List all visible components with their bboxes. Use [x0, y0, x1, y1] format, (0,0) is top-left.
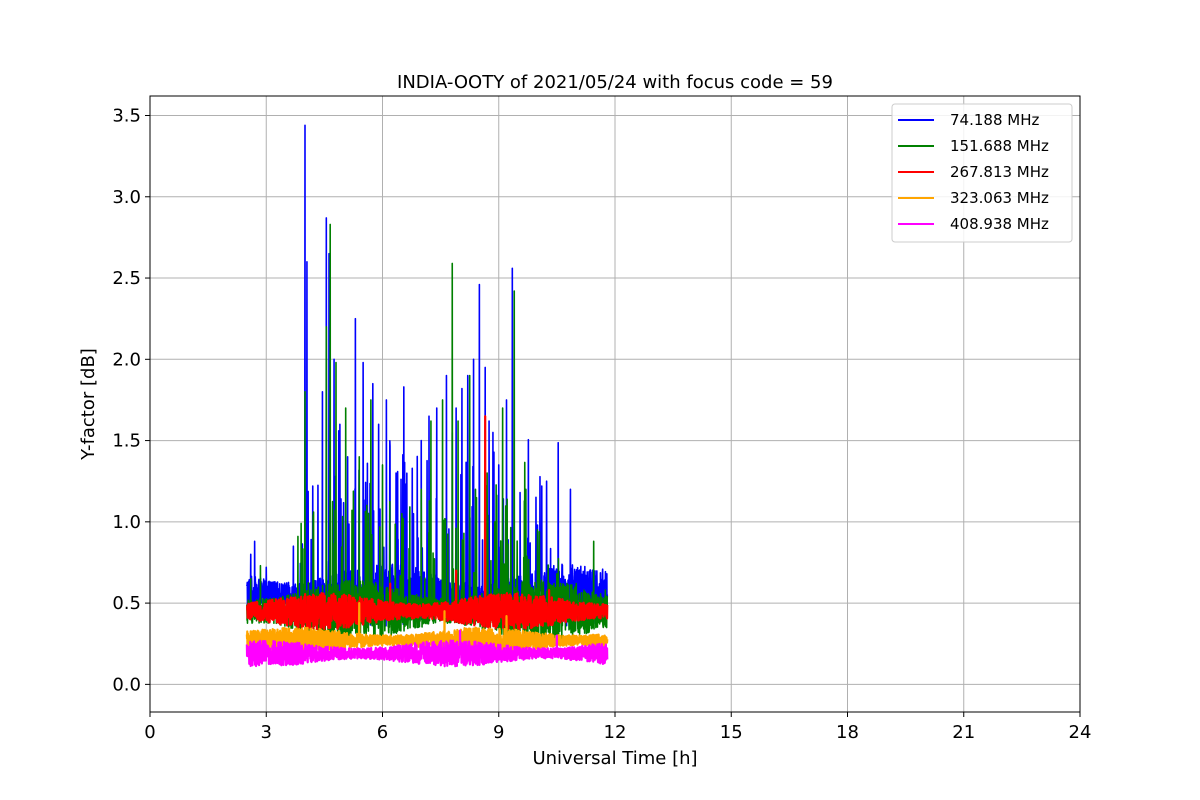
legend-label-0: 74.188 MHz: [950, 111, 1039, 129]
y-axis-ticks: 0.0 0.5 1.0 1.5 2.0 2.5 3.0 3.5: [112, 106, 150, 695]
y-tick-label: 1.0: [112, 512, 141, 533]
x-tick-label: 12: [604, 722, 627, 743]
chart-title: INDIA-OOTY of 2021/05/24 with focus code…: [397, 72, 833, 93]
x-tick-label: 9: [493, 722, 504, 743]
y-tick-label: 1.5: [112, 431, 141, 452]
series-line-4: [245, 629, 609, 668]
legend-label-3: 323.063 MHz: [950, 189, 1049, 207]
legend-label-4: 408.938 MHz: [950, 215, 1049, 233]
legend-box: [891, 103, 1073, 243]
y-tick-label: 2.5: [112, 268, 141, 289]
x-tick-label: 3: [261, 722, 272, 743]
x-tick-label: 21: [952, 722, 975, 743]
y-tick-label: 2.0: [112, 349, 141, 370]
legend-label-2: 267.813 MHz: [950, 163, 1049, 181]
x-tick-label: 6: [377, 722, 388, 743]
y-tick-label: 3.5: [112, 106, 141, 127]
x-tick-label: 18: [836, 722, 859, 743]
series-line-1: [246, 223, 609, 644]
legend-label-1: 151.688 MHz: [950, 137, 1049, 155]
legend: 74.188 MHz 151.688 MHz 267.813 MHz 323.063 …: [891, 103, 1073, 243]
x-tick-label: 0: [144, 722, 155, 743]
x-axis-label: Universal Time [h]: [532, 748, 697, 769]
y-tick-label: 3.0: [112, 187, 141, 208]
x-axis-ticks: 0 3 6 9 12 15 18 21 24: [144, 712, 1091, 743]
x-tick-label: 15: [720, 722, 743, 743]
x-tick-label: 24: [1069, 722, 1092, 743]
y-axis-label: Y-factor [dB]: [78, 348, 99, 461]
y-tick-label: 0.5: [112, 593, 141, 614]
y-tick-label: 0.0: [112, 674, 141, 695]
series-layer: [245, 124, 609, 668]
